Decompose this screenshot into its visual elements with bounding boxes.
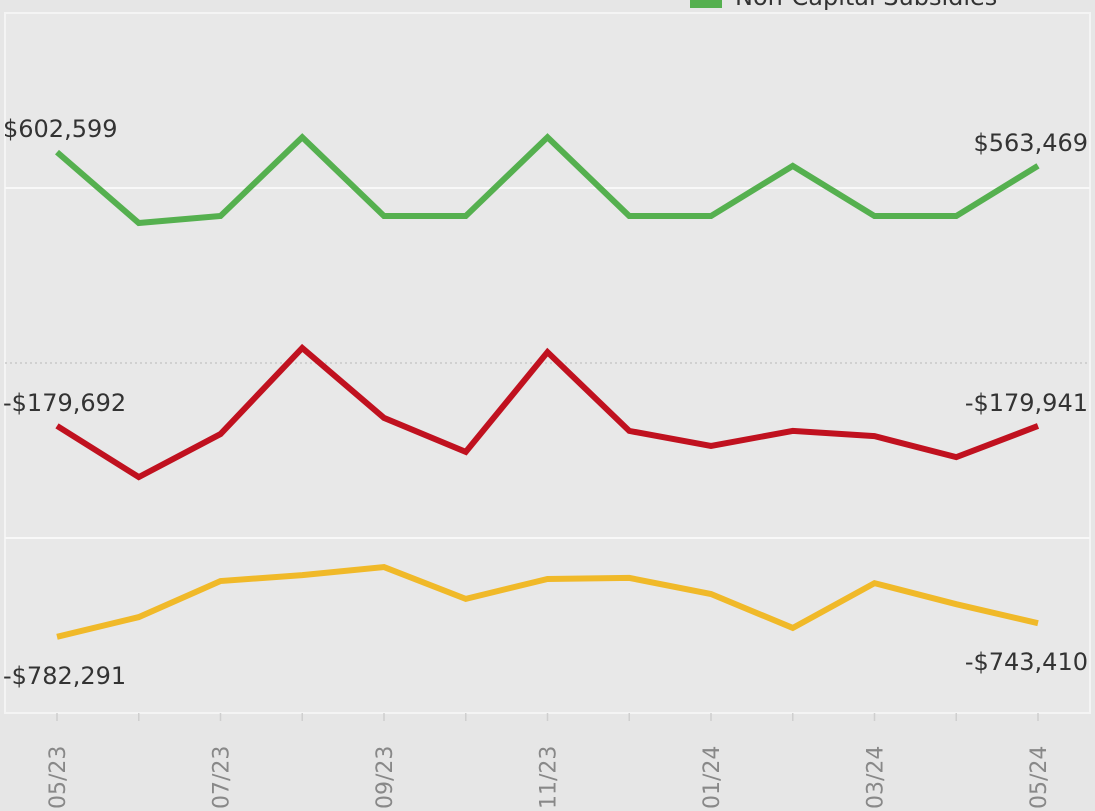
x-tick-label: 05/23 [46, 746, 71, 809]
data-label: -$782,291 [3, 662, 126, 690]
data-label: -$179,692 [3, 389, 126, 417]
data-label: $602,599 [3, 115, 118, 143]
x-tick-label: 11/23 [537, 746, 562, 809]
series-line [56, 563, 1039, 640]
data-label: -$179,941 [965, 389, 1088, 417]
data-label: $563,469 [973, 129, 1088, 157]
x-tick-label: 07/23 [210, 746, 235, 809]
plot-area [4, 12, 1091, 714]
x-tick-label: 01/24 [700, 746, 725, 809]
data-label: -$743,410 [965, 648, 1088, 676]
x-tick-label: 09/23 [373, 746, 398, 809]
legend-label: Non-Capital Subsidies [735, 0, 997, 11]
legend-swatch [690, 0, 722, 8]
x-tick-label: 05/24 [1027, 746, 1052, 809]
series-line [55, 343, 1040, 481]
series-line [55, 133, 1040, 227]
x-tick-label: 03/24 [864, 746, 889, 809]
